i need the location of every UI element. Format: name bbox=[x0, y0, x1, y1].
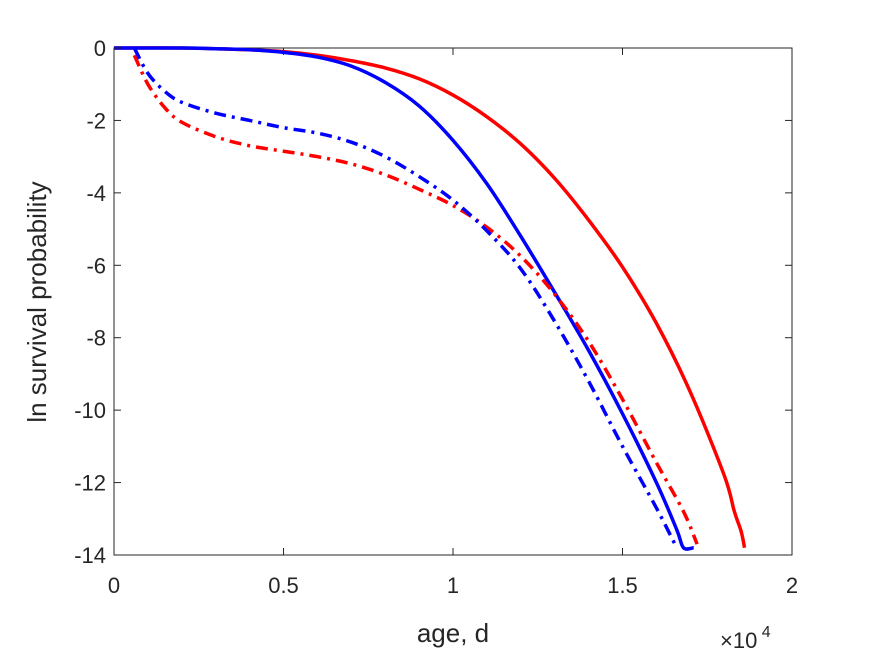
x-axis-multiplier: ×10 4 bbox=[720, 624, 771, 653]
x-axis-multiplier-exponent: 4 bbox=[762, 624, 771, 641]
series-line-2 bbox=[113, 46, 694, 551]
x-axis-title: age, d bbox=[417, 618, 489, 648]
x-axis-multiplier-base: ×10 bbox=[720, 628, 757, 653]
y-tick-label: -4 bbox=[86, 181, 106, 206]
y-tick-label: -10 bbox=[74, 398, 106, 423]
series-line-3 bbox=[132, 54, 699, 545]
x-tick-label: 0.5 bbox=[268, 573, 299, 598]
y-tick-label: -6 bbox=[86, 253, 106, 278]
x-tick-label: 1.5 bbox=[607, 573, 638, 598]
y-axis-title: ln survival probability bbox=[22, 181, 52, 422]
plot-area bbox=[113, 47, 793, 556]
axes-frame bbox=[113, 47, 793, 556]
y-tick-label: 0 bbox=[94, 36, 106, 61]
x-tick-label: 1 bbox=[447, 573, 459, 598]
y-tick-label: -2 bbox=[86, 108, 106, 133]
y-axis-ticks: 0 -2 -4 -6 -8 -10 -12 -14 bbox=[74, 36, 792, 568]
y-tick-label: -14 bbox=[74, 543, 106, 568]
y-tick-label: -12 bbox=[74, 471, 106, 496]
x-tick-label: 0 bbox=[108, 573, 120, 598]
series-line-4 bbox=[132, 47, 679, 549]
x-tick-label: 2 bbox=[786, 573, 798, 598]
x-axis-ticks: 0 0.5 1 1.5 2 bbox=[108, 48, 798, 598]
y-tick-label: -8 bbox=[86, 326, 106, 351]
